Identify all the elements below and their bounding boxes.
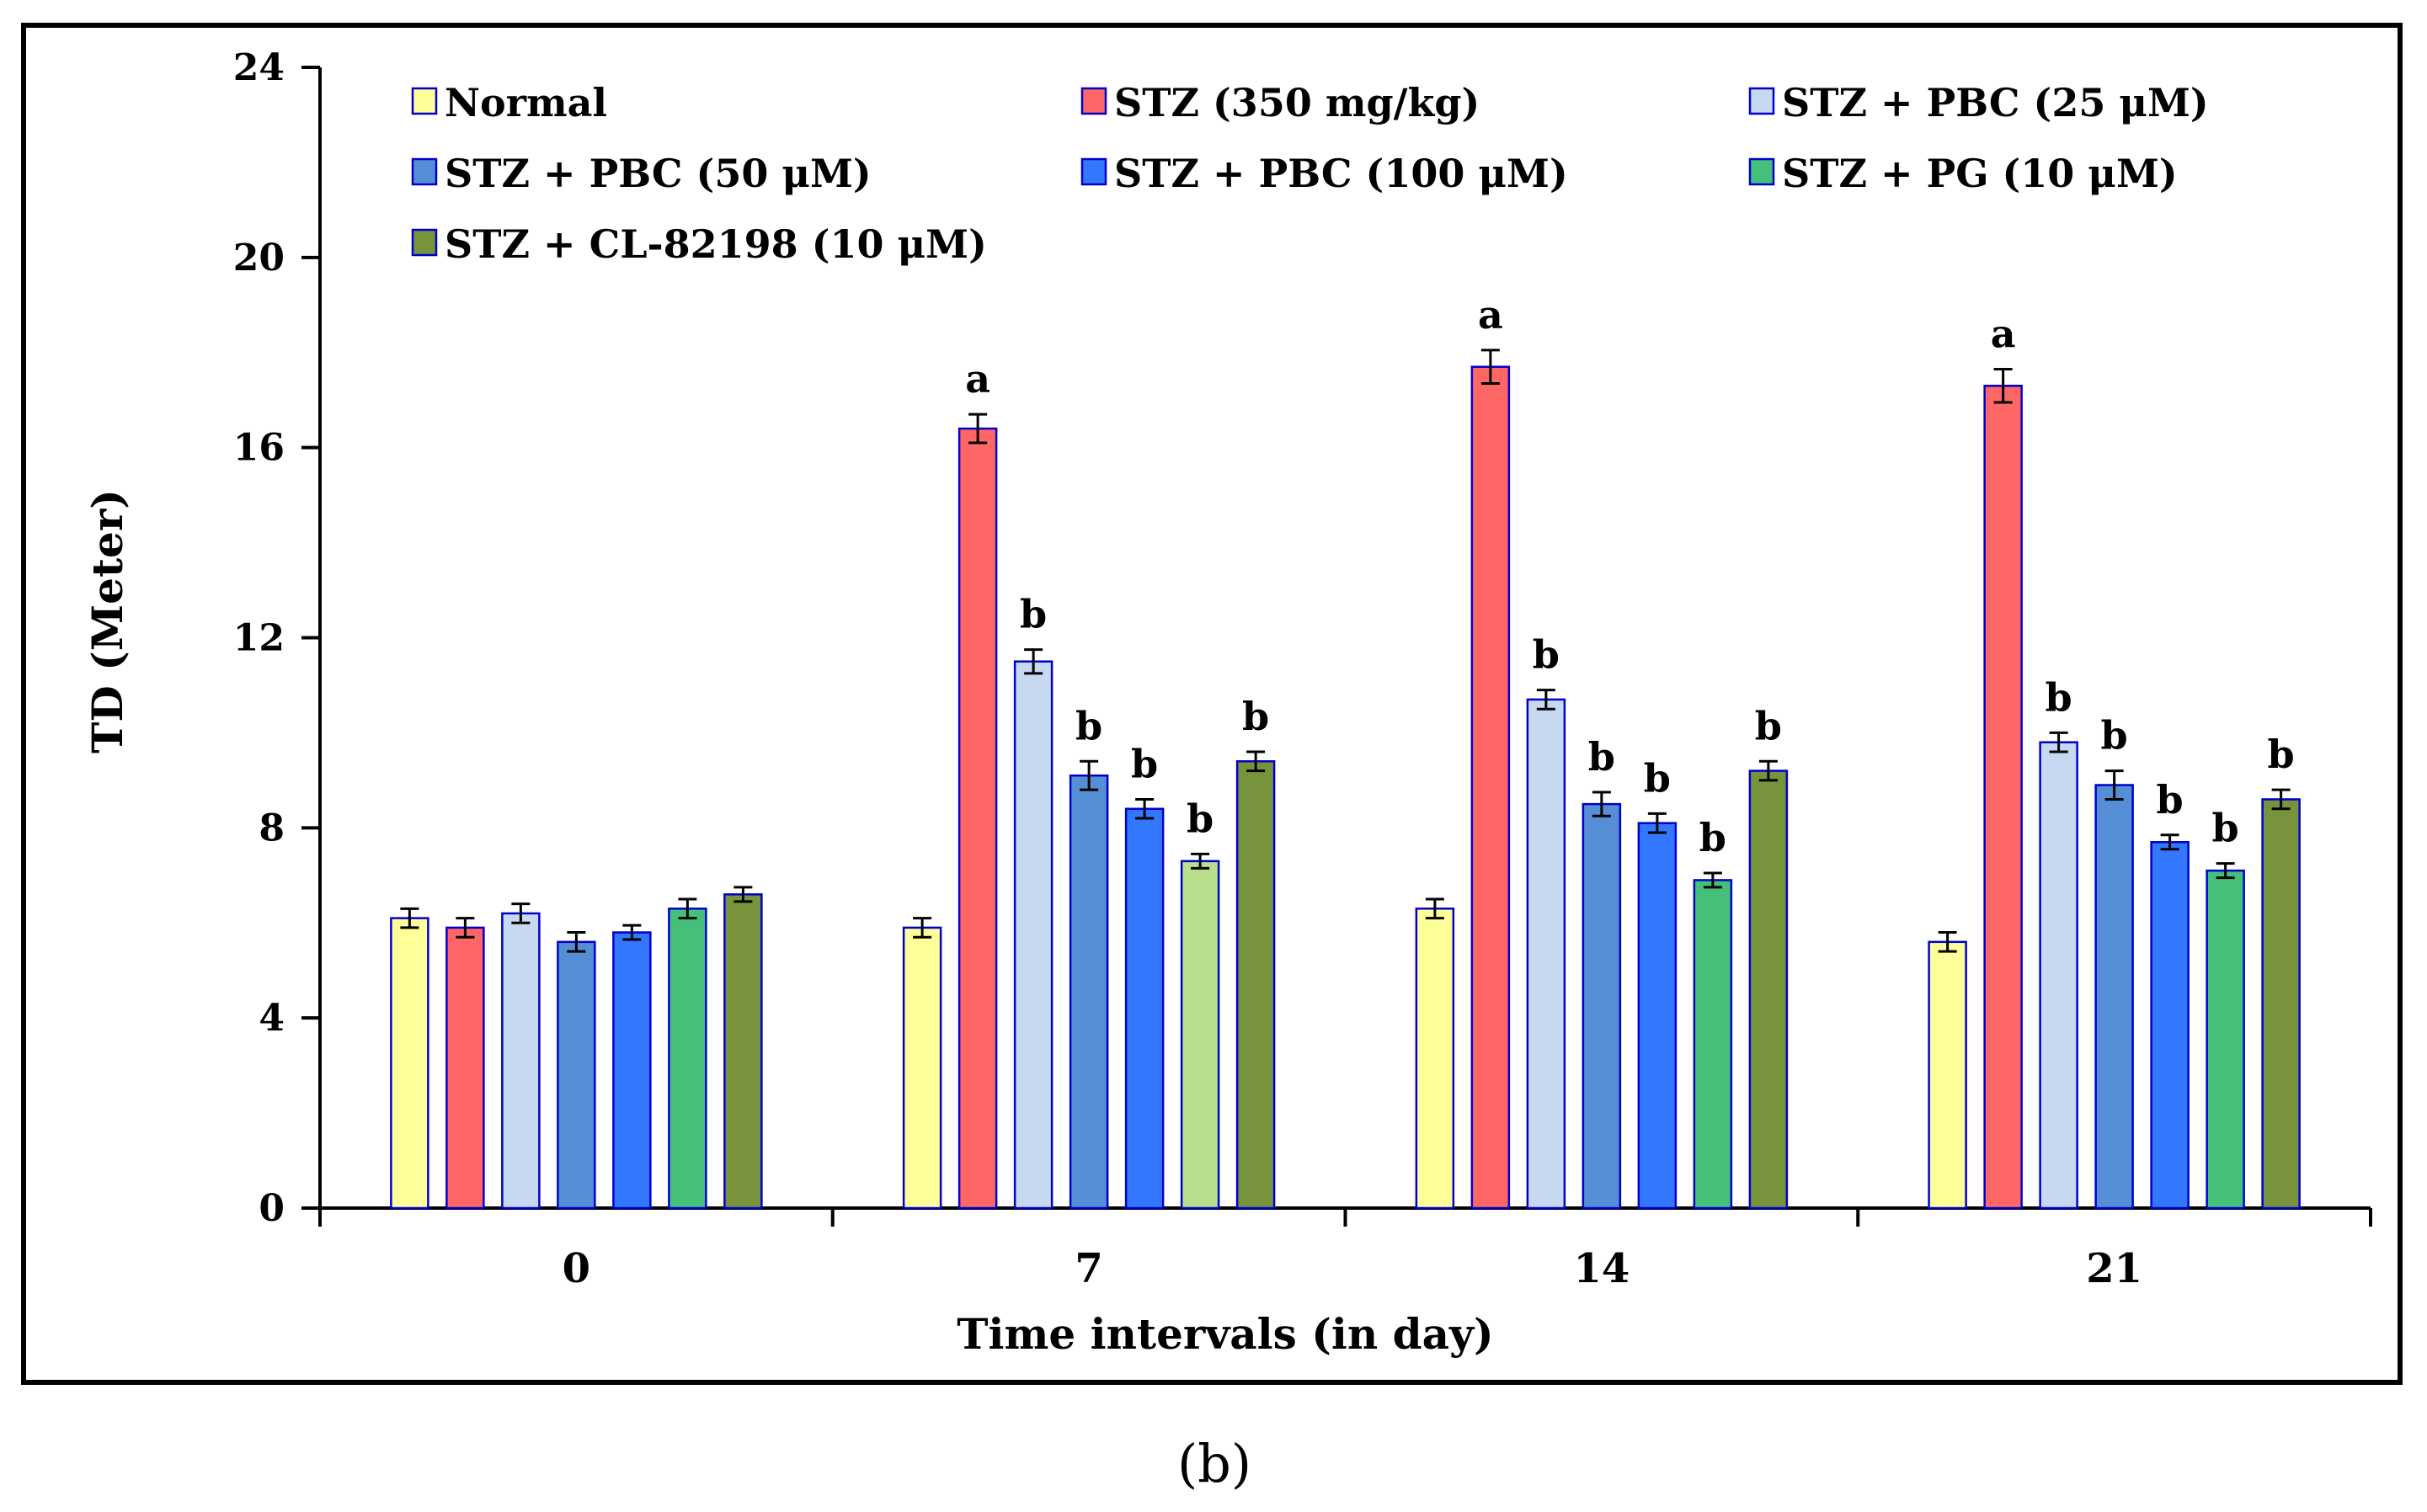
chart-frame bbox=[21, 23, 2403, 1385]
bar-stz-cl-82198-10-m--day-7 bbox=[1235, 760, 1276, 1210]
significance-label: b bbox=[1242, 694, 1269, 739]
bar-stz-350-mg-kg--day-0 bbox=[445, 926, 485, 1210]
x-tick-label: 21 bbox=[2086, 1245, 2142, 1292]
legend-label: STZ + PBC (100 μM) bbox=[1114, 151, 1568, 196]
bar-stz-pbc-25-m--day-7 bbox=[1013, 660, 1053, 1210]
significance-label: b bbox=[1131, 741, 1158, 786]
legend-swatch bbox=[1748, 157, 1775, 186]
bar-stz-350-mg-kg--day-7 bbox=[957, 427, 998, 1210]
bar-stz-cl-82198-10-m--day-0 bbox=[723, 893, 763, 1210]
y-tick-label: 8 bbox=[259, 807, 285, 849]
bar-stz-pg-10-m--day-14 bbox=[1693, 879, 1733, 1210]
y-tick-label: 16 bbox=[233, 427, 285, 470]
significance-label: b bbox=[1644, 755, 1671, 801]
bar-stz-pbc-100-m--day-21 bbox=[2150, 841, 2190, 1210]
significance-label: b bbox=[1533, 632, 1560, 678]
legend: Normal STZ (350 mg/kg) STZ + PBC (25 μM) ST… bbox=[411, 80, 2209, 267]
legend-swatch bbox=[411, 228, 438, 257]
legend-swatch bbox=[411, 87, 438, 115]
bar-stz-pg-10-m--day-7 bbox=[1180, 860, 1220, 1210]
legend-label: Normal bbox=[445, 80, 607, 125]
x-tick-label: 14 bbox=[1573, 1245, 1630, 1292]
y-tick-label: 20 bbox=[233, 237, 285, 280]
bar-stz-pbc-25-m--day-0 bbox=[501, 912, 541, 1210]
x-tick-label: 7 bbox=[1075, 1245, 1102, 1292]
bar-stz-pbc-50-m--day-21 bbox=[2094, 784, 2134, 1210]
bar-stz-pbc-100-m--day-14 bbox=[1637, 822, 1678, 1210]
legend-label: STZ + PBC (25 μM) bbox=[1782, 80, 2209, 125]
bar-stz-pbc-25-m--day-14 bbox=[1526, 698, 1566, 1210]
bar-stz-cl-82198-10-m--day-14 bbox=[1748, 769, 1789, 1210]
bar-normal-day-7 bbox=[902, 926, 942, 1210]
legend-swatch bbox=[1080, 87, 1107, 115]
bar-stz-cl-82198-10-m--day-21 bbox=[2261, 798, 2301, 1210]
significance-label: b bbox=[1075, 703, 1102, 748]
x-axis: 0 7 14 21 bbox=[318, 1206, 2372, 1292]
y-tick-label: 0 bbox=[259, 1187, 285, 1230]
significance-label: b bbox=[2101, 713, 2128, 759]
bar-stz-pg-10-m--day-0 bbox=[668, 908, 707, 1210]
bar-stz-pbc-100-m--day-0 bbox=[612, 931, 652, 1210]
significance-label: b bbox=[1699, 815, 1726, 860]
bar-stz-350-mg-kg--day-21 bbox=[1983, 385, 2023, 1210]
y-tick-label: 24 bbox=[233, 46, 285, 89]
x-axis-title: Time intervals (in day) bbox=[957, 1309, 1493, 1359]
significance-label: b bbox=[2212, 806, 2239, 851]
y-axis-title: TD (Meter) bbox=[83, 489, 132, 753]
bar-stz-pbc-50-m--day-0 bbox=[557, 940, 596, 1210]
significance-label: b bbox=[1187, 796, 1214, 841]
bar-normal-day-14 bbox=[1415, 908, 1455, 1210]
legend-swatch bbox=[1080, 157, 1107, 186]
bar-stz-pbc-50-m--day-7 bbox=[1069, 774, 1109, 1210]
x-tick-label: 0 bbox=[563, 1245, 590, 1292]
bar-stz-pbc-50-m--day-14 bbox=[1582, 802, 1622, 1210]
significance-label: b bbox=[1755, 703, 1782, 748]
bar-stz-350-mg-kg--day-14 bbox=[1470, 365, 1511, 1210]
significance-label: b bbox=[1020, 592, 1047, 637]
legend-label: STZ + PBC (50 μM) bbox=[445, 151, 872, 196]
bar-normal-day-0 bbox=[390, 917, 429, 1210]
legend-label: STZ + CL-82198 (10 μM) bbox=[445, 221, 987, 267]
significance-label: b bbox=[2046, 674, 2072, 720]
significance-label: b bbox=[2268, 732, 2295, 777]
legend-swatch bbox=[1748, 87, 1775, 115]
significance-label: a bbox=[1991, 311, 2016, 357]
significance-label: a bbox=[1478, 292, 1503, 338]
legend-label: STZ (350 mg/kg) bbox=[1114, 80, 1480, 125]
y-tick-label: 4 bbox=[259, 997, 285, 1040]
figure-caption: (b) bbox=[1177, 1433, 1251, 1494]
bar-stz-pbc-100-m--day-7 bbox=[1124, 807, 1165, 1210]
significance-label: b bbox=[2157, 777, 2184, 823]
bar-stz-pbc-25-m--day-21 bbox=[2039, 741, 2078, 1210]
y-tick-label: 12 bbox=[233, 617, 285, 660]
significance-label: a bbox=[965, 356, 990, 402]
bar-normal-day-21 bbox=[1928, 940, 1967, 1210]
legend-label: STZ + PG (10 μM) bbox=[1782, 151, 2178, 196]
significance-label: b bbox=[1588, 734, 1615, 780]
y-axis: 0 4 8 12 16 20 24 bbox=[233, 46, 322, 1230]
legend-swatch bbox=[411, 157, 438, 186]
bar-stz-pg-10-m--day-21 bbox=[2206, 869, 2245, 1210]
